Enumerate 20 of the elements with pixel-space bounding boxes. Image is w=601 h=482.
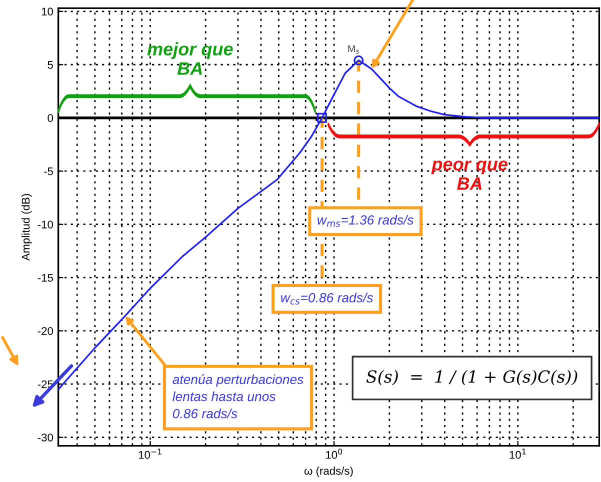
y-tick-label: -5 — [44, 168, 53, 176]
annotation: S(s) = 1 / (1 + G(s)C(s)) — [366, 370, 578, 386]
y-axis-title: Amplitud (dB) — [21, 194, 32, 261]
annotation: M$_{s}$ — [348, 45, 360, 54]
annotation: w$_{ms}$=1.36 rads/s — [318, 214, 414, 227]
y-tick-label: 0 — [48, 114, 53, 122]
annotation: mejor que BA — [147, 42, 233, 75]
x-tick-label: 10$^{1}$ — [510, 448, 526, 459]
annotation: w$_{cs}$=0.86 rads/s — [281, 292, 373, 305]
annotation: atenúa perturbaciones lentas hasta unos 0.86 rads/s — [172, 374, 304, 418]
y-tick-label: -30 — [38, 434, 54, 442]
y-tick-label: -10 — [38, 220, 54, 228]
x-axis-title: ω (rads/s) — [304, 466, 353, 477]
y-tick-label: 5 — [48, 61, 53, 69]
y-tick-label: 10 — [42, 8, 54, 16]
annotation: peor que BA — [431, 160, 508, 190]
x-tick-label: 10$^{0}$ — [326, 448, 342, 459]
y-tick-label: -15 — [38, 274, 53, 282]
y-tick-label: -20 — [38, 327, 54, 335]
x-tick-label: 10$^{−1}$ — [138, 448, 162, 459]
